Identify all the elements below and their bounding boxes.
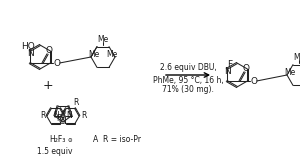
Text: ⊖: ⊖ bbox=[68, 138, 72, 143]
Text: Cl: Cl bbox=[58, 117, 68, 126]
Text: R: R bbox=[56, 114, 62, 123]
Text: Me: Me bbox=[88, 50, 100, 59]
Text: R: R bbox=[73, 99, 79, 108]
Text: O: O bbox=[242, 63, 249, 72]
Text: 1.5 equiv: 1.5 equiv bbox=[37, 147, 73, 156]
Text: Me: Me bbox=[293, 52, 300, 62]
Text: HO: HO bbox=[21, 42, 35, 51]
Text: 71% (30 mg).: 71% (30 mg). bbox=[162, 85, 214, 94]
Text: O: O bbox=[45, 46, 52, 55]
Text: N: N bbox=[224, 66, 231, 76]
Text: N: N bbox=[27, 48, 34, 57]
Text: 2.6 equiv DBU,: 2.6 equiv DBU, bbox=[160, 62, 216, 71]
Text: +: + bbox=[43, 79, 53, 91]
Text: Me: Me bbox=[98, 34, 109, 43]
Text: A  R = iso-Pr: A R = iso-Pr bbox=[93, 134, 141, 143]
Text: Me: Me bbox=[284, 68, 296, 77]
Text: N: N bbox=[67, 111, 72, 120]
Text: N: N bbox=[54, 111, 59, 120]
Text: O: O bbox=[250, 76, 257, 85]
Text: H₂F₃: H₂F₃ bbox=[49, 134, 65, 143]
Text: Me: Me bbox=[106, 50, 118, 59]
Text: ⊕: ⊕ bbox=[62, 109, 66, 114]
Text: R: R bbox=[81, 111, 86, 120]
Text: PhMe, 95 °C, 16 h,: PhMe, 95 °C, 16 h, bbox=[153, 76, 224, 85]
Text: O: O bbox=[53, 58, 60, 67]
Text: R: R bbox=[40, 111, 45, 120]
Text: F: F bbox=[227, 60, 232, 68]
